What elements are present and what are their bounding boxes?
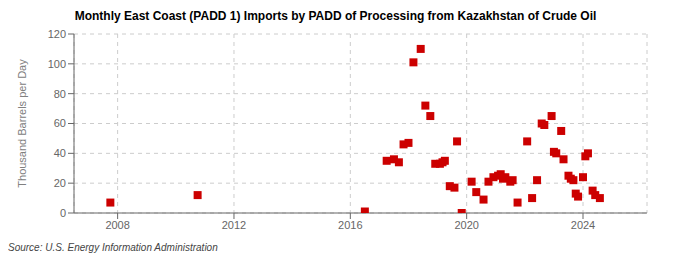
html-text:Monthly East Coast (PADD 1) Im: Monthly East Coast (PADD 1) Imports by P…: [74, 9, 597, 23]
svg-text:2012: 2012: [222, 219, 246, 231]
svg-text:80: 80: [54, 88, 66, 100]
svg-text:2024: 2024: [571, 219, 595, 231]
svg-text:2020: 2020: [454, 219, 478, 231]
svg-text:100: 100: [48, 58, 66, 70]
svg-text:2016: 2016: [338, 219, 362, 231]
svg-text:60: 60: [54, 117, 66, 129]
svg-text:Thousand Barrels per Day: Thousand Barrels per Day: [16, 59, 28, 188]
html-text:Source: U.S. Energy Informatio: Source: U.S. Energy Information Administ…: [8, 242, 218, 253]
svg-text:40: 40: [54, 147, 66, 159]
svg-text:2008: 2008: [105, 219, 129, 231]
svg-text:20: 20: [54, 177, 66, 189]
svg-text:0: 0: [60, 207, 66, 219]
svg-text:120: 120: [48, 28, 66, 40]
